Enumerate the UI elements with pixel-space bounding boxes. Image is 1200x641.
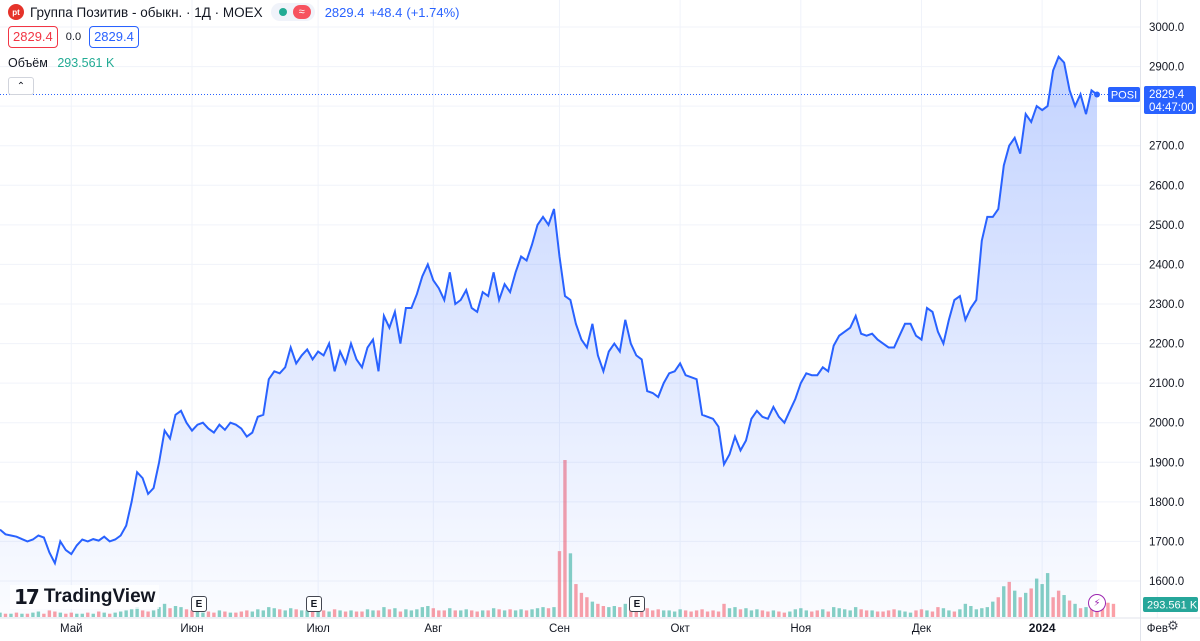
x-tick-label: Окт [670,623,690,635]
volume-label: Объём [8,56,48,70]
y-tick-label: 2500.0 [1149,220,1184,232]
price-line [0,54,1098,567]
y-tick-label: 2000.0 [1149,418,1184,430]
volume-tag: 293.561 K [1147,600,1198,612]
volume-bar [1106,602,1110,617]
tradingview-logo[interactable]: 17 TradingView [10,585,160,609]
volume-value: 293.561 K [57,56,115,70]
y-tick-label: 1600.0 [1149,576,1184,588]
trade-panel: 2829.4 0.0 2829.4 [8,26,139,48]
volume-bar [1111,603,1116,617]
market-open-icon [278,8,287,16]
y-tick-label: 2100.0 [1149,378,1184,390]
earnings-event-badge[interactable]: E [306,596,322,612]
sell-button[interactable]: 2829.4 [8,26,58,48]
x-tick-label: Фев [1147,623,1168,635]
price-tag-price: 2829.4 [1149,89,1185,101]
volume-legend[interactable]: Объём 293.561 K [8,56,114,70]
symbol-logo[interactable]: pt [8,4,24,20]
tradingview-mark-icon: 17 [14,585,40,609]
x-tick-label: Авг [424,623,442,635]
gear-icon[interactable]: ⚙ [1167,618,1179,633]
x-tick-label: 2024 [1029,621,1056,635]
price-change: +48.4 [369,4,403,20]
chevron-up-icon[interactable]: ⌃ [8,77,34,95]
y-tick-label: 2900.0 [1149,62,1184,74]
x-tick-label: Ноя [790,623,811,635]
time-axis: МайИюнИюлАвгСенОктНояДек2024ФевМарАпр [60,621,1168,635]
spread: 0.0 [65,31,82,43]
x-tick-label: Июл [306,623,329,635]
last-price: 2829.4 [324,4,365,20]
volume-bar [1100,603,1105,617]
price-area [0,56,1097,618]
x-tick-label: Дек [912,623,932,635]
price-tag-countdown: 04:47:00 [1149,102,1194,114]
volume-tag-bg [1143,597,1198,612]
y-tick-label: 1900.0 [1149,457,1184,469]
delay-icon: ≈ [292,5,311,19]
y-tick-label: 2300.0 [1149,299,1184,311]
buy-button[interactable]: 2829.4 [89,26,139,48]
last-price-dot [1094,91,1100,98]
x-tick-label: Май [60,623,83,635]
earnings-event-badge[interactable]: E [191,596,207,612]
lightning-icon[interactable]: ⚡ [1088,594,1106,612]
symbol-title[interactable]: Группа Позитив - обыкн. · 1Д · MOEX [30,4,263,20]
symbol-header: pt Группа Позитив - обыкн. · 1Д · MOEX ≈… [8,3,459,21]
y-tick-label: 3000.0 [1149,22,1184,34]
market-status[interactable]: ≈ [270,3,315,21]
y-tick-label: 1800.0 [1149,497,1184,509]
y-tick-label: 2400.0 [1149,259,1184,271]
ticker-tag-bg [1108,87,1140,102]
y-tick-label: 2700.0 [1149,141,1184,153]
ticker-tag: POSI [1111,90,1137,102]
y-tick-label: 2200.0 [1149,339,1184,351]
x-tick-label: Сен [549,623,570,635]
price-tag-bg [1144,86,1196,114]
tradingview-wordmark: TradingView [43,586,156,607]
x-tick-label: Июн [180,623,203,635]
earnings-event-badge[interactable]: E [629,596,645,612]
y-tick-label: 2600.0 [1149,180,1184,192]
y-tick-label: 1700.0 [1149,536,1184,548]
price-change-percent: (+1.74%) [406,4,460,20]
